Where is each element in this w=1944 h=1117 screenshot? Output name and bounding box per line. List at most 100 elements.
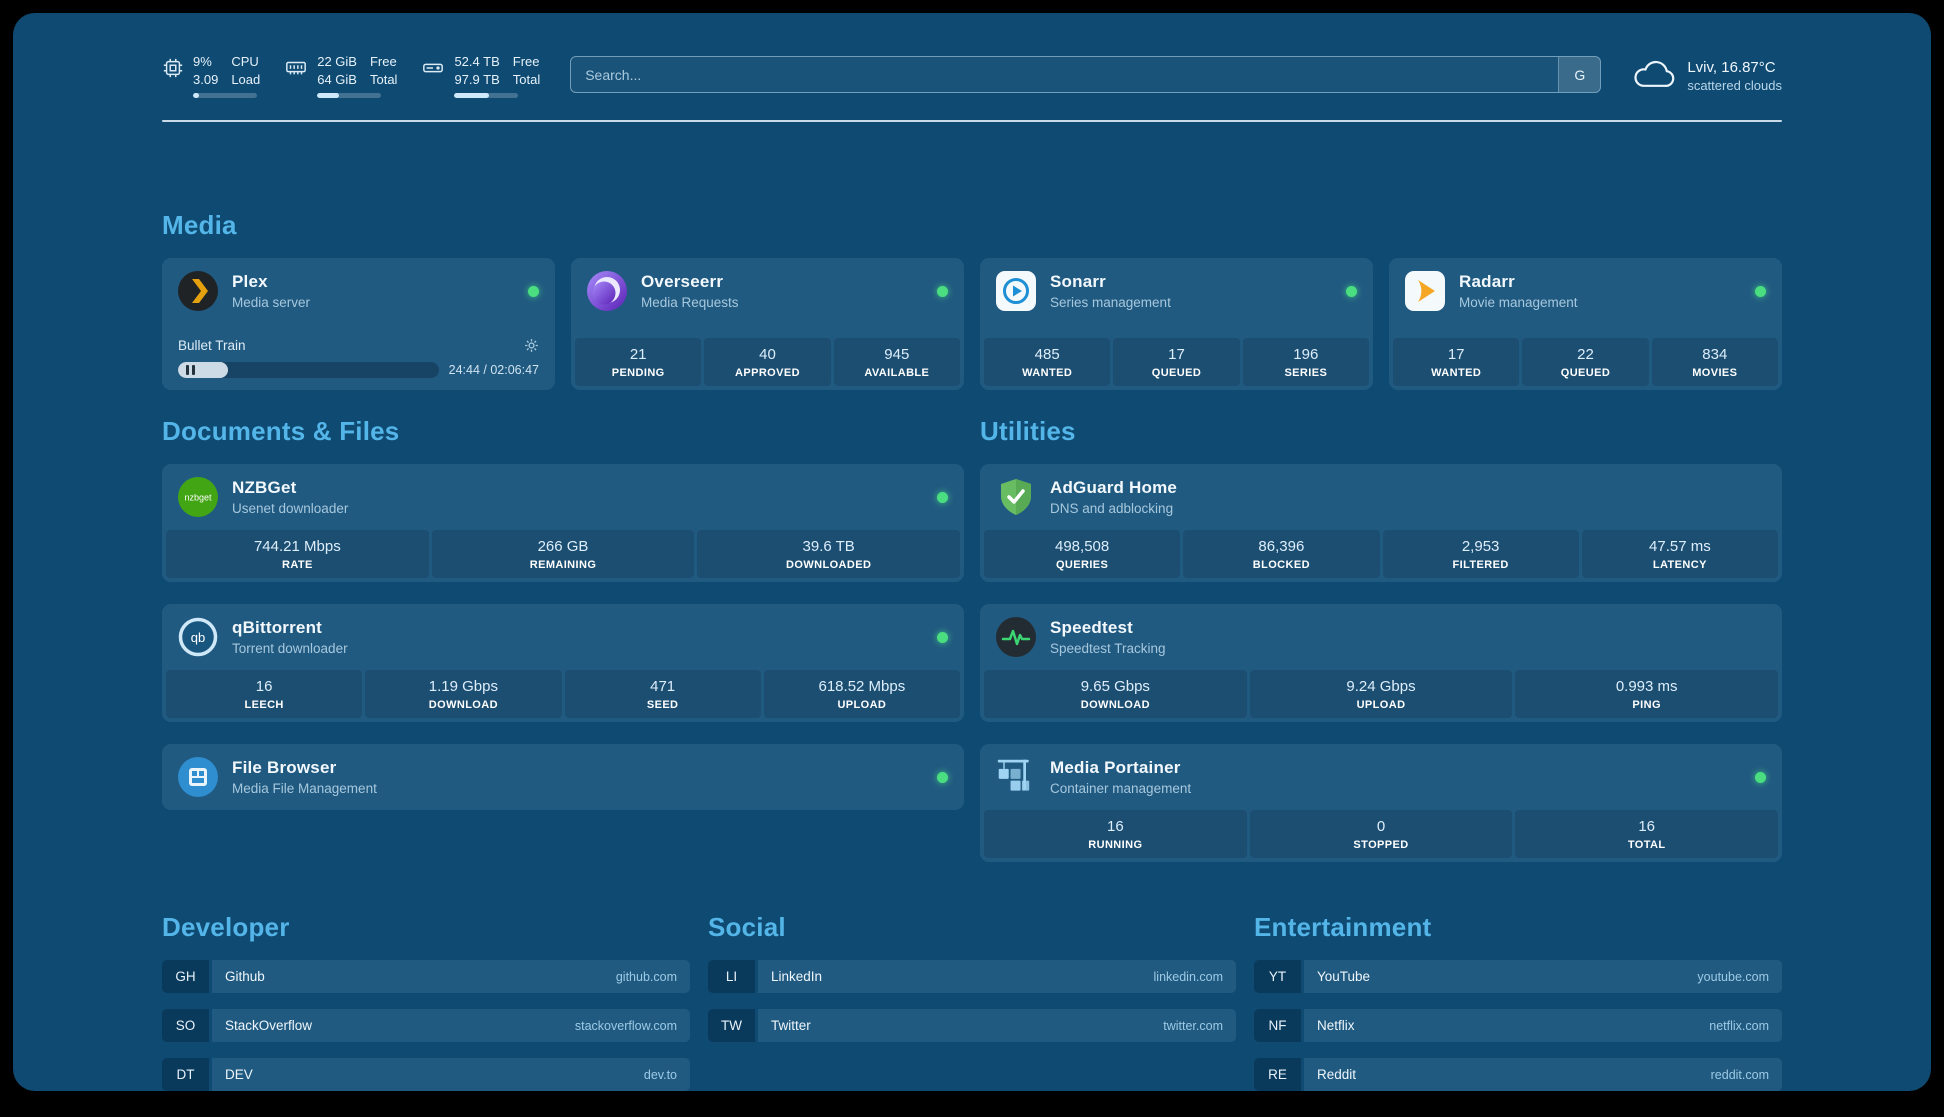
service-name: Overseerr (641, 272, 724, 292)
service-info: Plex Media server (232, 272, 310, 310)
bookmark-linkedin[interactable]: LI LinkedIn linkedin.com (708, 960, 1236, 994)
service-description: Media server (232, 295, 311, 311)
bookmarks-developer: Developer GH Github github.com SO StackOv… (162, 912, 690, 1091)
bookmark-reddit[interactable]: RE Reddit reddit.com (1254, 1058, 1782, 1091)
topbar: 9% 3.09 CPU Load 22 GiB 64 GiB Free Total (162, 13, 1782, 99)
search-engine-button[interactable]: G (1558, 57, 1601, 92)
svg-text:qb: qb (191, 630, 205, 645)
stat-remaining: 266 GB REMAINING (431, 530, 695, 579)
service-card-radarr[interactable]: Radarr Movie management 17 WANTED 22 QUEUE… (1389, 258, 1782, 391)
stats-row: 17 WANTED 22 QUEUED 834 MOVIES (1393, 338, 1778, 387)
service-description: Container management (1050, 781, 1192, 797)
playback-progress-fill (178, 362, 228, 379)
service-description: Torrent downloader (232, 641, 348, 657)
stats-row: 485 WANTED 17 QUEUED 196 SERIES (984, 338, 1369, 387)
bookmark-domain: twitter.com (1163, 1018, 1223, 1033)
disk-usage-bar (454, 93, 519, 99)
service-info: Radarr Movie management (1459, 272, 1578, 310)
gear-icon[interactable] (524, 338, 539, 353)
disk-widget: 52.4 TB 97.9 TB Free Total (421, 53, 540, 99)
service-info: Sonarr Series management (1050, 272, 1171, 310)
bookmark-youtube[interactable]: YT YouTube youtube.com (1254, 960, 1782, 994)
section-utilities: Utilities AdGuard Home DNS and adblockin… (980, 416, 1782, 863)
bookmark-domain: linkedin.com (1153, 969, 1223, 984)
plex-now-playing: Bullet Train 24:44 / 02:06:47 (162, 338, 555, 390)
section-title-utilities: Utilities (980, 416, 1076, 447)
service-card-portainer[interactable]: Media Portainer Container management 16 R… (980, 744, 1782, 863)
stats-row: 9.65 Gbps DOWNLOAD 9.24 Gbps UPLOAD 0.993 … (984, 670, 1779, 719)
service-card-nzbget[interactable]: nzbget NZBGet Usenet downloader 744.21 M… (162, 464, 964, 583)
service-card-plex[interactable]: Plex Media server Bullet Train (162, 258, 555, 391)
service-card-adguard[interactable]: AdGuard Home DNS and adblocking 498,508 Q… (980, 464, 1782, 583)
dashboard-page: 9% 3.09 CPU Load 22 GiB 64 GiB Free Total (13, 13, 1931, 1091)
bookmark-domain: youtube.com (1697, 969, 1769, 984)
bookmark-domain: stackoverflow.com (574, 1018, 677, 1033)
weather-condition: scattered clouds (1687, 77, 1782, 93)
sonarr-icon (996, 271, 1036, 312)
stat-queued: 22 QUEUED (1522, 338, 1649, 387)
service-card-qbittorrent[interactable]: qb qBittorrent Torrent downloader 16 LEEC… (162, 604, 964, 723)
stat-queued: 17 QUEUED (1113, 338, 1240, 387)
status-dot (937, 631, 948, 643)
stat-upload: 9.24 Gbps UPLOAD (1249, 670, 1513, 719)
bookmark-domain: reddit.com (1710, 1067, 1769, 1082)
weather-widget: Lviv, 16.87°C scattered clouds (1631, 57, 1782, 94)
cpu-labels: CPU Load (231, 54, 261, 87)
bookmark-name: Reddit (1317, 1067, 1357, 1083)
search-bar: G (570, 56, 1602, 93)
bookmark-abbr: LI (708, 960, 755, 994)
stats-row: 21 PENDING 40 APPROVED 945 AVAILABLE (575, 338, 960, 387)
cpu-widget: 9% 3.09 CPU Load (162, 53, 261, 99)
stat-latency: 47.57 ms LATENCY (1581, 530, 1778, 579)
search-input[interactable] (571, 57, 1559, 92)
status-dot (1346, 285, 1357, 297)
stat-running: 16 RUNNING (984, 810, 1247, 859)
bookmark-abbr: NF (1254, 1009, 1301, 1043)
stat-seed: 471 SEED (564, 670, 761, 719)
pause-button[interactable] (186, 365, 195, 376)
radarr-icon (1405, 271, 1445, 312)
service-info: Overseerr Media Requests (641, 272, 739, 310)
service-info: Media Portainer Container management (1050, 758, 1191, 796)
stat-approved: 40 APPROVED (704, 338, 831, 387)
bookmark-name: YouTube (1317, 969, 1371, 985)
bookmark-dev[interactable]: DT DEV dev.to (162, 1058, 690, 1091)
bookmark-domain: github.com (615, 969, 677, 984)
stats-row: 16 RUNNING 0 STOPPED 16 TOTAL (984, 810, 1779, 859)
section-title-developer: Developer (162, 912, 290, 943)
bookmark-abbr: GH (162, 960, 209, 994)
bookmark-name: Netflix (1317, 1018, 1355, 1034)
service-card-filebrowser[interactable]: File Browser Media File Management (162, 744, 964, 811)
bookmark-name: DEV (225, 1067, 253, 1083)
memory-widget: 22 GiB 64 GiB Free Total (284, 53, 397, 99)
service-description: DNS and adblocking (1050, 501, 1174, 517)
bookmarks: Developer GH Github github.com SO StackOv… (162, 912, 1782, 1091)
bookmark-name: LinkedIn (771, 969, 823, 985)
service-name: Radarr (1459, 272, 1516, 292)
service-card-overseerr[interactable]: Overseerr Media Requests 21 PENDING 40 APP… (571, 258, 964, 391)
topbar-divider (162, 120, 1782, 123)
status-dot (937, 285, 948, 297)
svg-text:nzbget: nzbget (184, 493, 212, 503)
stat-upload: 618.52 Mbps UPLOAD (763, 670, 960, 719)
bookmark-stackoverflow[interactable]: SO StackOverflow stackoverflow.com (162, 1009, 690, 1043)
service-info: NZBGet Usenet downloader (232, 478, 348, 516)
playback-progress-bar[interactable] (178, 362, 439, 379)
service-card-sonarr[interactable]: Sonarr Series management 485 WANTED 17 QUE… (980, 258, 1373, 391)
service-description: Movie management (1459, 295, 1578, 311)
bookmark-netflix[interactable]: NF Netflix netflix.com (1254, 1009, 1782, 1043)
stat-rate: 744.21 Mbps RATE (166, 530, 429, 579)
service-info: Speedtest Speedtest Tracking (1050, 618, 1166, 656)
service-name: AdGuard Home (1050, 478, 1178, 498)
service-description: Media File Management (232, 781, 377, 797)
section-documents: Documents & Files nzbget NZBGet Usenet d… (162, 416, 964, 862)
overseerr-icon (587, 271, 627, 312)
stat-download: 9.65 Gbps DOWNLOAD (984, 670, 1247, 719)
status-dot (1755, 285, 1766, 297)
stats-row: 16 LEECH 1.19 Gbps DOWNLOAD 471 SEED 618.52… (166, 670, 960, 719)
bookmark-twitter[interactable]: TW Twitter twitter.com (708, 1009, 1236, 1043)
service-description: Media Requests (641, 295, 739, 311)
service-card-speedtest[interactable]: Speedtest Speedtest Tracking 9.65 Gbps DO… (980, 604, 1782, 723)
bookmark-github[interactable]: GH Github github.com (162, 960, 690, 994)
service-info: qBittorrent Torrent downloader (232, 618, 348, 656)
